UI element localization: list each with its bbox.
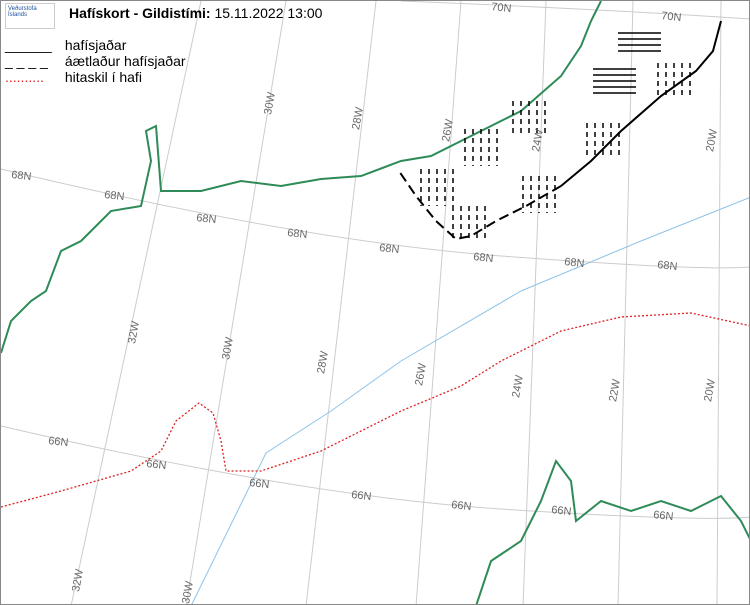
grid-label: 30W	[220, 336, 236, 361]
grid-label: 66N	[48, 435, 69, 449]
grid-label: 66N	[249, 477, 270, 491]
legend-entry: .......... hitaskil í hafi	[5, 69, 142, 85]
grid-label: 68N	[196, 212, 217, 226]
grid-label: 24W	[530, 128, 546, 153]
grid-label: 68N	[473, 251, 494, 265]
grid-label: 28W	[350, 106, 366, 131]
legend-label: áætlaður hafísjaðar	[64, 53, 186, 69]
grid-label: 26W	[440, 118, 456, 143]
legend-symbol: _ _ _ _	[5, 53, 48, 69]
grid-label: 66N	[653, 509, 674, 523]
legend-label: hitaskil í hafi	[64, 69, 142, 85]
logo: Veðurstofa Íslands	[5, 3, 55, 29]
grid-label: 68N	[657, 259, 678, 273]
grid-label: 32W	[70, 568, 86, 593]
iceland-coast	[475, 458, 749, 604]
grid-label: 68N	[564, 256, 585, 270]
grid-label: 30W	[180, 580, 196, 605]
grid-label: 32W	[126, 320, 142, 345]
grid-label: 66N	[551, 504, 572, 518]
estimated-ice-edge	[398, 170, 562, 241]
legend-entry: _ _ _ _ áætlaður hafísjaðar	[5, 53, 186, 69]
grid-label: 22W	[607, 378, 623, 403]
grid-label: 20W	[702, 378, 718, 403]
grid-label: 70N	[491, 1, 512, 15]
title: Hafískort - Gildistími:	[69, 5, 211, 21]
ice-edge	[560, 20, 722, 187]
grid-label: 68N	[379, 242, 400, 256]
grid-label: 66N	[351, 489, 372, 503]
current-line	[191, 197, 749, 604]
grid-label: 68N	[104, 189, 125, 203]
grid-label: 20W	[704, 128, 720, 153]
header: Hafískort - Gildistími: 15.11.2022 13:00	[69, 5, 322, 21]
grid-label: 30W	[262, 91, 278, 116]
grid-label: 24W	[510, 374, 526, 399]
grid-label: 68N	[11, 169, 32, 183]
valid-time: 15.11.2022 13:00	[214, 5, 323, 21]
legend-entry: ______ hafísjaðar	[5, 37, 126, 53]
legend-label: hafísjaðar	[64, 37, 127, 53]
grid-label: 26W	[413, 362, 429, 387]
grid-label: 68N	[287, 227, 308, 241]
ice-hatching	[420, 32, 691, 239]
thermal-front	[1, 312, 749, 508]
greenland-coast	[1, 1, 602, 354]
grid-label: 70N	[661, 10, 682, 24]
legend-symbol: ..........	[5, 69, 44, 85]
legend-symbol: ______	[5, 37, 52, 53]
grid-label: 66N	[146, 458, 167, 472]
grid-label: 28W	[315, 350, 331, 375]
grid-label: 66N	[451, 499, 472, 513]
